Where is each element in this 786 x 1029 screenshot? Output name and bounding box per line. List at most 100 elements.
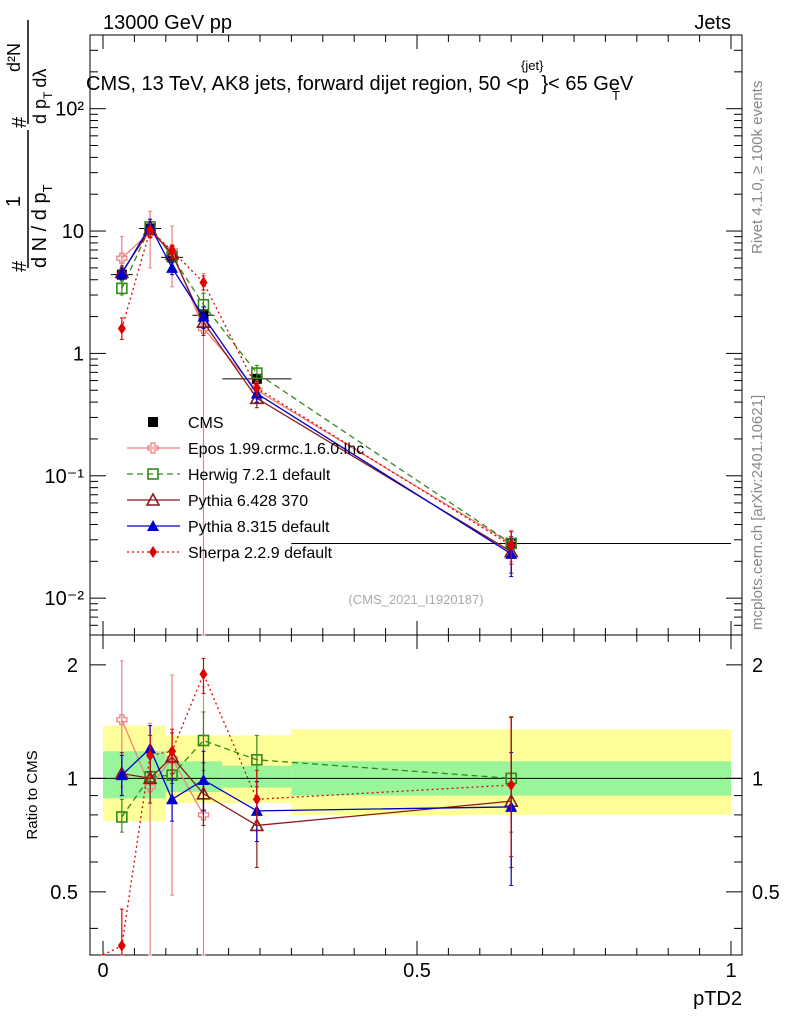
legend: CMS Epos 1.99.crmc.1.6.0.lhc Herwig 7.2.1 … — [127, 415, 364, 562]
main-point-pythia-8-315-default — [166, 261, 179, 273]
ratio-point-sherpa-2-2-9-default — [507, 779, 516, 792]
legend-label-pythia-8-315-default: Pythia 8.315 default — [188, 519, 330, 536]
ratio-point-herwig-7-2-1-default — [197, 734, 210, 747]
ylabel-frac2-den: d p — [30, 99, 50, 124]
ylabel-hash2: # — [9, 116, 31, 128]
ratio-point-sherpa-2-2-9-default — [168, 745, 177, 758]
svg-text:CMS, 13 TeV, AK8 jets, forward: CMS, 13 TeV, AK8 jets, forward dijet reg… — [86, 58, 634, 95]
legend-label-sherpa-2-2-9-default: Sherpa 2.2.9 default — [188, 545, 333, 562]
ratio-point-epos-1-99-crmc-1-6-0-lhc — [144, 781, 156, 793]
legend-marker-pythia-6-428-370 — [145, 492, 161, 506]
main-series-sherpa-2-2-9-default — [117, 223, 516, 565]
main-line-pythia-8-315-default — [121, 224, 512, 555]
xtick-label: 1 — [725, 960, 736, 982]
side-bottom-label: mcplots.cern.ch [arXiv:2401.10621] — [749, 395, 766, 630]
ratio-point-sherpa-2-2-9-default — [252, 793, 261, 806]
ratio-frame — [89, 634, 743, 956]
xtick-label: 0 — [97, 960, 108, 982]
legend-marker-sherpa-2-2-9-default — [149, 546, 157, 558]
ratio-axes: 0.5 0.5 1 1 2 2 0 0.5 1 — [50, 634, 780, 982]
main-line-pythia-6-428-370 — [121, 228, 512, 553]
title-sup: {jet} — [521, 58, 544, 73]
ylabel-frac1-num: 1 — [3, 196, 25, 207]
ratio-point-epos-1-99-crmc-1-6-0-lhc — [197, 809, 210, 821]
ratio-point-epos-1-99-crmc-1-6-0-lhc — [116, 714, 128, 726]
legend-label-epos-1-99-crmc-1-6-0-lhc: Epos 1.99.crmc.1.6.0.lhc — [188, 441, 364, 458]
main-point-epos-1-99-crmc-1-6-0-lhc — [116, 252, 128, 264]
ylabel-hash1: # — [9, 260, 31, 272]
ylabel-frac2-num: d²N — [4, 43, 24, 72]
plot-title: CMS, 13 TeV, AK8 jets, forward dijet reg… — [86, 58, 634, 103]
main-point-sherpa-2-2-9-default — [507, 539, 516, 552]
ratio-series — [101, 657, 519, 956]
ratio-bands — [103, 725, 731, 822]
title-main: CMS, 13 TeV, AK8 jets, forward dijet reg… — [86, 73, 529, 95]
main-point-sherpa-2-2-9-default — [146, 223, 155, 236]
main-line-herwig-7-2-1-default — [121, 225, 512, 544]
main-point-sherpa-2-2-9-default — [252, 382, 261, 395]
analysis-id-label: (CMS_2021_I1920187) — [348, 592, 483, 607]
legend-label-herwig-7-2-1-default: Herwig 7.2.1 default — [188, 467, 331, 484]
main-point-sherpa-2-2-9-default — [199, 276, 208, 289]
ratio-point-pythia-8-315-default — [166, 793, 179, 805]
main-axes: 10⁻² 10⁻¹ 1 10 10² — [45, 34, 743, 636]
main-series-herwig-7-2-1-default — [116, 218, 518, 557]
main-ytick-label: 10⁻² — [45, 588, 85, 610]
main-ytick-label: 1 — [73, 343, 84, 365]
ratio-point-herwig-7-2-1-default — [251, 753, 263, 766]
ylabel-frac1-den: d N / d p — [29, 192, 51, 268]
main-ytick-label: 10⁻¹ — [45, 466, 85, 488]
ratio-point-pythia-8-315-default — [197, 773, 210, 785]
main-ytick-label: 10 — [62, 221, 84, 243]
ylabel-frac2-den-end: dλ — [30, 69, 50, 88]
ratio-ytick-label: 0.5 — [50, 882, 78, 904]
main-ylabel: # 1 d N / d pT # d²N d pTdλ — [3, 20, 55, 272]
ratio-ytick-label: 1 — [67, 768, 78, 790]
main-ytick-label: 10² — [55, 99, 84, 121]
ratio-point-sherpa-2-2-9-default — [146, 749, 155, 762]
ylabel-frac1-den-sub: T — [40, 184, 55, 192]
xtick-label: 0.5 — [403, 960, 431, 982]
ylabel-frac2-den-sub: T — [41, 91, 55, 99]
legend-label-pythia-6-428-370: Pythia 6.428 370 — [188, 493, 308, 510]
svg-text:d pTdλ: d pTdλ — [30, 69, 55, 124]
main-point-pythia-8-315-default — [115, 267, 128, 279]
ratio-band-stat-0 — [103, 751, 166, 799]
main-point-sherpa-2-2-9-default — [117, 322, 126, 335]
svg-text:d N / d pT: d N / d pT — [29, 184, 55, 268]
main-point-herwig-7-2-1-default — [116, 282, 128, 295]
main-line-sherpa-2-2-9-default — [121, 228, 512, 546]
ratio-band-stat-1 — [165, 761, 223, 793]
ratio-point-epos-1-99-crmc-1-6-0-lhc — [166, 752, 178, 764]
main-point-herwig-7-2-1-default — [251, 367, 263, 379]
ratio-point-pythia-8-315-default — [115, 769, 128, 781]
main-series — [110, 210, 731, 636]
ratio-point-sherpa-2-2-9-default — [117, 939, 126, 952]
ratio-ylabel: Ratio to CMS — [24, 750, 41, 839]
main-line-epos-1-99-crmc-1-6-0-lhc — [121, 231, 512, 544]
main-point-sherpa-2-2-9-default — [168, 244, 177, 257]
legend-marker-pythia-8-315-default — [147, 520, 159, 531]
ratio-ytick-label: 2 — [67, 655, 78, 677]
legend-marker-herwig-7-2-1-default — [147, 468, 159, 480]
ratio-ytick-label-right: 0.5 — [752, 882, 780, 904]
ratio-point-herwig-7-2-1-default — [116, 811, 128, 823]
title-end: }< 65 GeV — [541, 73, 633, 95]
side-top-label: Rivet 4.1.0, ≥ 100k events — [749, 81, 766, 254]
title-sub: T — [612, 88, 620, 103]
x-axis-label: pTD2 — [693, 988, 742, 1010]
header-left-label: 13000 GeV pp — [103, 12, 232, 34]
legend-marker-cms — [148, 417, 158, 427]
ratio-series-sherpa-2-2-9-default — [101, 657, 516, 956]
main-point-pythia-8-315-default — [197, 310, 210, 322]
ratio-ytick-label-right: 1 — [752, 768, 763, 790]
legend-marker-epos-1-99-crmc-1-6-0-lhc — [147, 442, 159, 454]
ratio-line-pythia-6-428-370 — [121, 755, 512, 827]
legend-label-cms: CMS — [188, 415, 224, 432]
ratio-series-pythia-8-315-default — [115, 725, 518, 886]
ratio-ytick-label-right: 2 — [752, 655, 763, 677]
header-right-label: Jets — [694, 12, 731, 34]
ratio-point-sherpa-2-2-9-default — [199, 668, 208, 681]
